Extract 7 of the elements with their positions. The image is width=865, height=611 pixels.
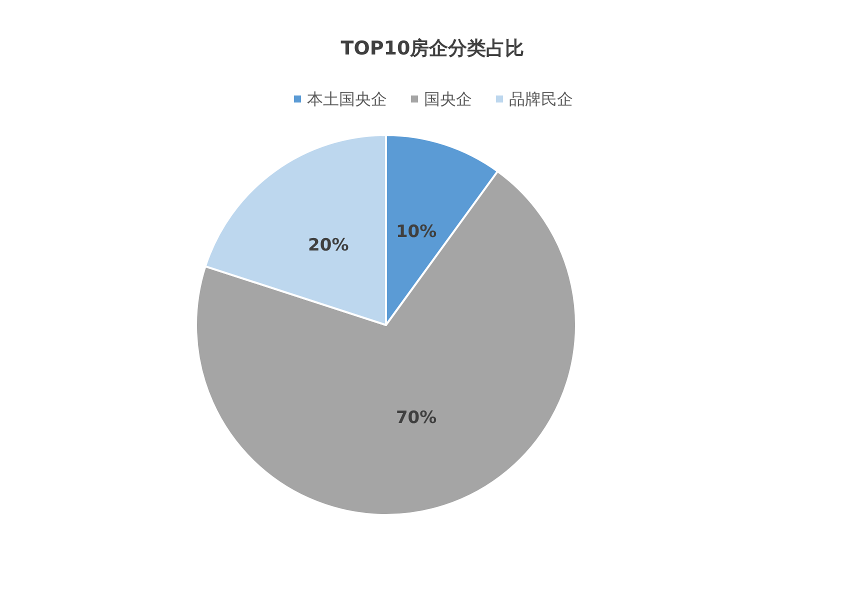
data-label: 20% <box>308 236 349 256</box>
chart-title: TOP10房企分类占比 <box>340 38 524 60</box>
data-label: 10% <box>396 222 437 242</box>
data-label: 70% <box>396 408 437 428</box>
legend-label: 本土国央企 <box>307 90 387 108</box>
legend-label: 品牌民企 <box>509 90 573 108</box>
legend-label: 国央企 <box>424 90 472 108</box>
